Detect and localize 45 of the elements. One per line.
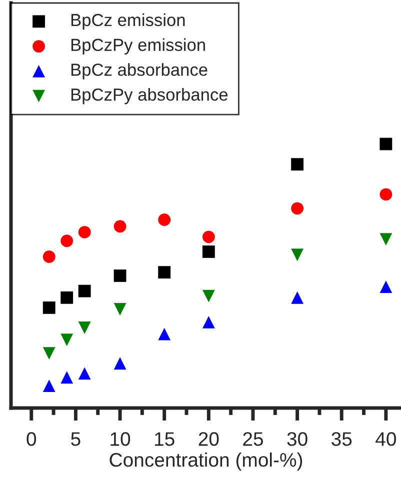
x-tick-label: 20 — [198, 432, 219, 446]
point — [291, 158, 304, 171]
point — [158, 266, 171, 279]
point — [202, 316, 215, 328]
point — [291, 248, 304, 262]
point — [60, 291, 74, 304]
point — [114, 270, 126, 282]
point — [78, 322, 91, 334]
point — [42, 347, 56, 360]
point — [291, 291, 304, 304]
point — [202, 245, 215, 258]
point — [202, 230, 215, 244]
x-tick-label: 40 — [376, 432, 396, 446]
x-axis-title: Concentration (mol-%) — [110, 452, 302, 471]
point — [42, 301, 56, 314]
point — [42, 380, 56, 392]
point — [60, 334, 74, 346]
x-tick-label: 30 — [287, 432, 308, 446]
point — [291, 202, 304, 215]
x-tick-label: 35 — [332, 432, 352, 446]
point — [78, 367, 91, 380]
legend-label: BpCzPy emission — [71, 38, 205, 54]
legend-label: BpCzPy absorbance — [71, 88, 228, 104]
point — [202, 290, 215, 302]
point — [60, 371, 74, 384]
point — [78, 226, 91, 238]
point — [158, 328, 171, 340]
point — [60, 234, 74, 248]
point — [114, 357, 126, 370]
point — [78, 284, 91, 298]
legend-label: BpCz emission — [71, 13, 185, 30]
x-tick-label: 25 — [243, 432, 263, 446]
x-tick-label: 5 — [71, 432, 80, 446]
point — [380, 233, 392, 246]
x-tick-label: 15 — [155, 432, 174, 446]
point — [380, 188, 392, 201]
point — [380, 138, 392, 150]
x-tick-label: 10 — [110, 432, 130, 446]
legend-label: BpCz absorbance — [71, 63, 208, 80]
point — [380, 280, 392, 294]
point — [42, 250, 56, 263]
point — [114, 220, 126, 233]
point — [158, 214, 171, 226]
point — [114, 303, 126, 316]
x-tick-label: 0 — [26, 432, 36, 446]
